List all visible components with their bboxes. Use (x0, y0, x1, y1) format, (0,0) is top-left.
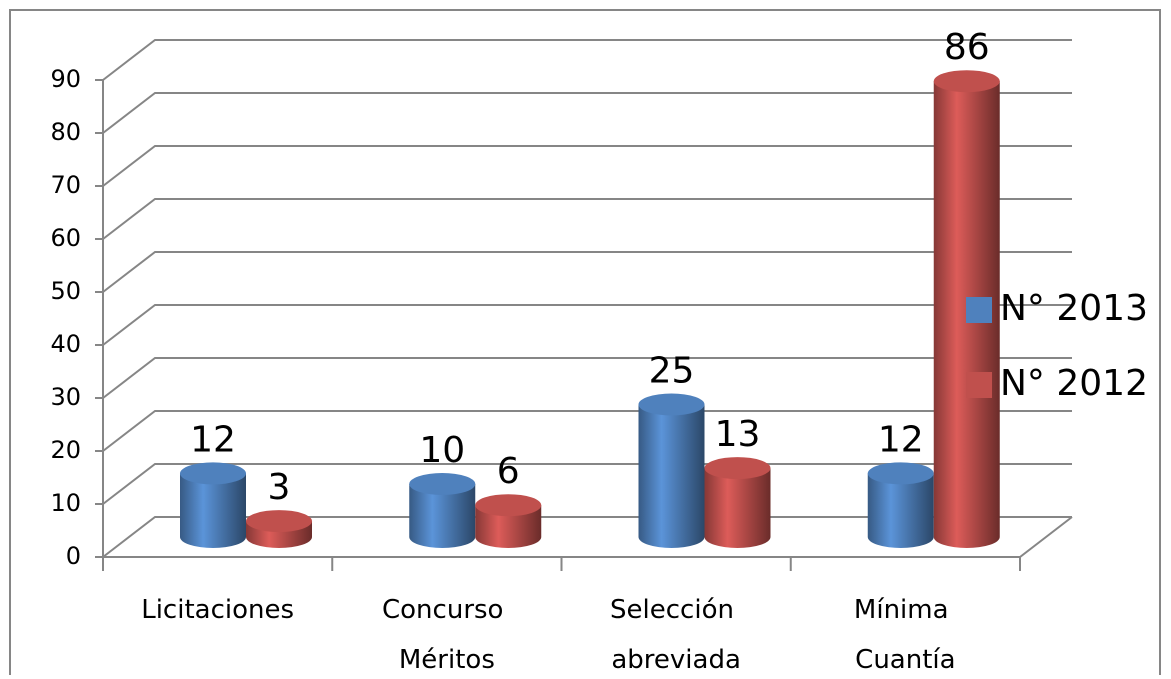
bar (409, 473, 476, 548)
bar (475, 494, 542, 548)
x-tick-label: Mínima Cuantía (854, 595, 957, 675)
grid-line (102, 251, 1072, 293)
data-label: 25 (649, 351, 695, 392)
y-tick-label: 20 (50, 436, 81, 464)
y-tick-label: 10 (50, 489, 81, 517)
data-label: 12 (878, 419, 924, 460)
grid-line (102, 410, 1072, 452)
legend-swatch (966, 372, 992, 398)
grid-line (102, 39, 1072, 81)
chart-frame (9, 9, 1161, 679)
data-label: 86 (944, 27, 990, 68)
data-label: 13 (715, 414, 761, 455)
y-tick-label: 40 (50, 330, 81, 358)
y-tick-label: 30 (50, 383, 81, 411)
grid-line (102, 92, 1072, 134)
bar (180, 462, 246, 548)
x-tick-label: Selección abreviada (610, 595, 742, 675)
legend-label: N° 2013 (1000, 288, 1148, 329)
bar (867, 462, 934, 548)
y-tick-label: 0 (66, 542, 81, 570)
grid-line (102, 198, 1072, 240)
data-label: 6 (497, 451, 520, 492)
data-label: 10 (419, 430, 465, 471)
y-tick-label: 80 (50, 118, 81, 146)
data-label: 12 (190, 419, 236, 460)
y-tick-label: 60 (50, 224, 81, 252)
grid-line (102, 304, 1072, 346)
y-tick-label: 90 (50, 65, 81, 93)
x-tick-label: Licitaciones (141, 595, 294, 625)
legend-label: N° 2012 (1000, 363, 1148, 404)
data-label: 3 (268, 467, 291, 508)
legend-swatch (966, 297, 992, 323)
grid-line (102, 145, 1072, 187)
bar (246, 510, 312, 548)
y-tick-label: 50 (50, 277, 81, 305)
bar (704, 457, 771, 548)
bar (638, 393, 705, 548)
grid-line (102, 357, 1072, 399)
y-tick-label: 70 (50, 171, 81, 199)
x-tick-label: Concurso Méritos (382, 595, 512, 675)
